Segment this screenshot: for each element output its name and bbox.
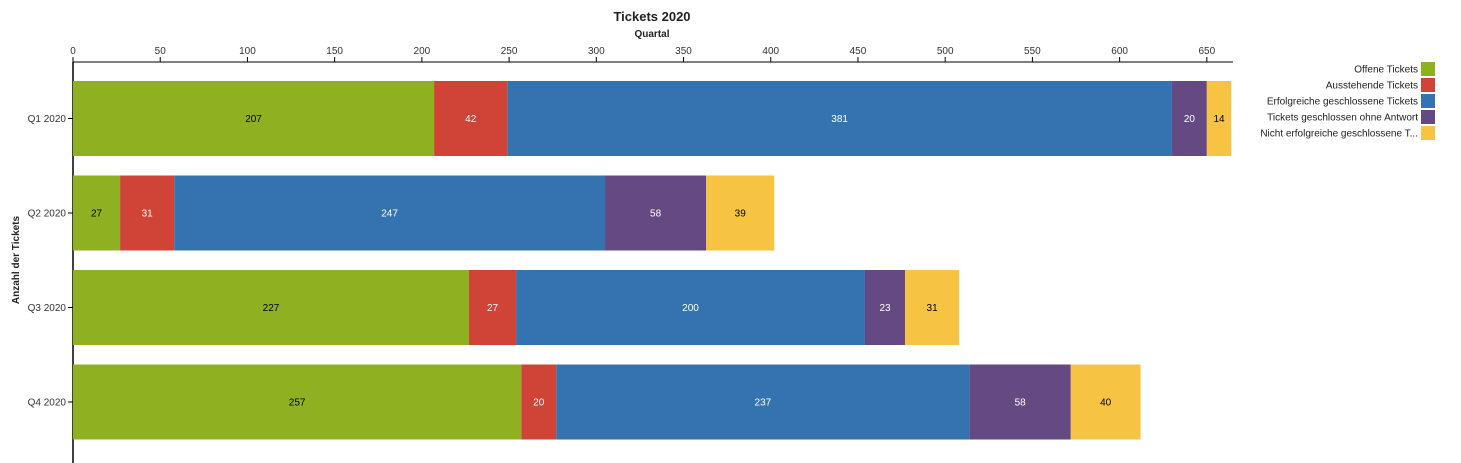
x-tick-label: 150 <box>326 46 343 57</box>
bar-segment <box>434 81 508 156</box>
bar-segment <box>73 175 121 251</box>
bar-value-label: 58 <box>1015 398 1027 409</box>
bar-segment <box>864 270 906 345</box>
bar-segment <box>73 364 522 440</box>
bar-value-label: 27 <box>91 209 103 220</box>
bar-value-label: 42 <box>465 114 477 125</box>
bar-segment <box>174 175 606 251</box>
bar-value-label: 227 <box>263 303 280 314</box>
bar-segment <box>1206 81 1232 156</box>
bar-segment <box>516 270 865 345</box>
bar-value-label: 39 <box>735 209 747 220</box>
x-tick-label: 300 <box>588 46 605 57</box>
bar-segment <box>556 364 970 440</box>
x-tick-label: 350 <box>675 46 692 57</box>
bar-value-label: 247 <box>381 209 398 220</box>
bar-value-label: 207 <box>245 114 262 125</box>
x-tick-label: 200 <box>414 46 431 57</box>
y-tick-label: Q4 2020 <box>28 398 67 409</box>
legend: Offene Tickets Ausstehende Tickets Erfolgr… <box>1260 62 1435 140</box>
bar-segment <box>468 270 517 345</box>
bar-value-label: 237 <box>755 398 772 409</box>
x-tick-label: 100 <box>239 46 256 57</box>
bar-value-label: 14 <box>1213 114 1225 125</box>
bar-segment <box>507 81 1172 156</box>
legend-swatch <box>1421 94 1435 108</box>
bar-value-label: 58 <box>650 209 662 220</box>
bar-segment <box>1171 81 1207 156</box>
legend-label: Erfolgreiche geschlossene Tickets <box>1267 97 1418 108</box>
y-axis: Q1 2020 Q2 2020 Q3 2020 Q4 2020 <box>28 62 74 463</box>
legend-swatch <box>1421 62 1435 76</box>
bar-value-label: 20 <box>533 398 545 409</box>
bar-segment <box>120 175 175 251</box>
legend-label: Tickets geschlossen ohne Antwort <box>1267 113 1418 124</box>
x-tick-label: 0 <box>70 46 76 57</box>
x-tick-label: 550 <box>1024 46 1041 57</box>
bar-segment <box>73 270 469 345</box>
y-tick-label: Q1 2020 <box>28 114 67 125</box>
bar-value-label: 40 <box>1100 398 1112 409</box>
bar-segment <box>605 175 707 251</box>
x-tick-label: 650 <box>1198 46 1215 57</box>
x-tick-label: 250 <box>501 46 518 57</box>
bar-value-label: 20 <box>1184 114 1196 125</box>
legend-swatch <box>1421 78 1435 92</box>
legend-label: Offene Tickets <box>1354 65 1418 76</box>
bar-value-label: 31 <box>927 303 939 314</box>
y-tick-label: Q3 2020 <box>28 303 67 314</box>
legend-label: Nicht erfolgreiche geschlossene T... <box>1260 129 1418 140</box>
chart-title: Tickets 2020 <box>613 9 690 24</box>
x-tick-label: 600 <box>1111 46 1128 57</box>
bar-value-label: 31 <box>142 209 154 220</box>
x-tick-label: 500 <box>937 46 954 57</box>
bar-value-label: 200 <box>682 303 699 314</box>
bar-segment <box>1070 364 1141 440</box>
bar-segment <box>969 364 1071 440</box>
bar-segment <box>905 270 960 345</box>
y-axis-label: Anzahl der Tickets <box>11 215 22 304</box>
x-tick-label: 50 <box>155 46 167 57</box>
bar-segment <box>73 81 435 156</box>
x-tick-label: 450 <box>850 46 867 57</box>
legend-swatch <box>1421 126 1435 140</box>
x-axis-label: Quartal <box>634 29 669 40</box>
x-tick-label: 400 <box>762 46 779 57</box>
bars-group: 207 42 381 20 14 27 31 247 58 39 227 27 200 23 31 257 20… <box>73 81 1232 440</box>
bar-value-label: 381 <box>831 114 848 125</box>
bar-value-label: 23 <box>879 303 891 314</box>
bar-segment <box>521 364 557 440</box>
y-tick-label: Q2 2020 <box>28 209 67 220</box>
bar-value-label: 27 <box>487 303 499 314</box>
bar-segment <box>706 175 775 251</box>
x-axis: 0 50 100 150 200 250 300 350 400 450 500 550 600 650 <box>70 46 1233 63</box>
legend-label: Ausstehende Tickets <box>1326 81 1418 92</box>
bar-value-label: 257 <box>289 398 306 409</box>
legend-swatch <box>1421 110 1435 124</box>
